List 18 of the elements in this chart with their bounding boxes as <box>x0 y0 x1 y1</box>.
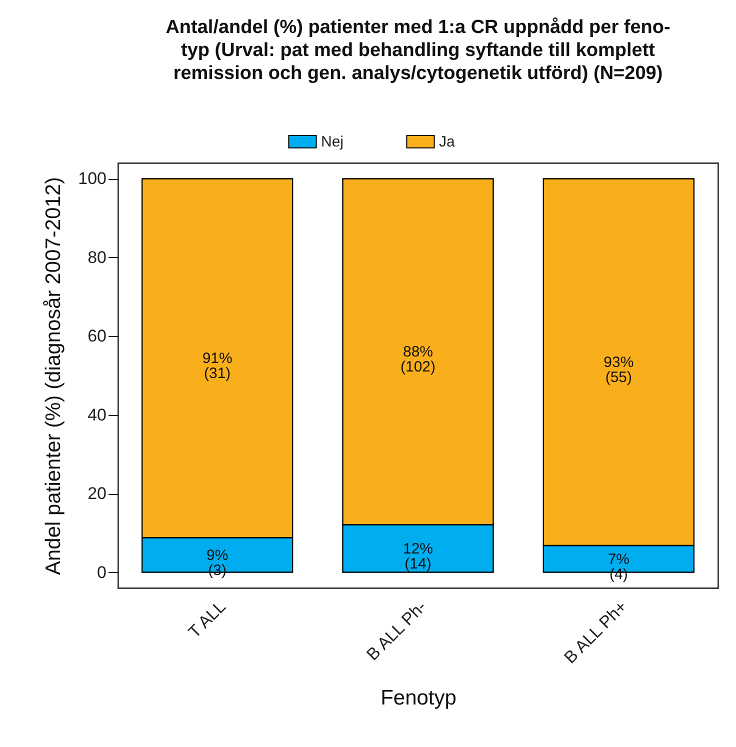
chart-title: Antal/andel (%) patienter med 1:a CR uppnådd per feno- typ (Urval: pat med behandling syftande till komplett remission och gen. analys/cytogenetik utförd) (N=209) <box>166 17 670 84</box>
x-tick-label: B ALL Ph+ <box>560 597 631 668</box>
y-tick-label: 40 <box>88 405 106 424</box>
data-label: 93% (55) <box>604 354 634 386</box>
data-label: 88% (102) <box>400 344 436 376</box>
x-tick-label: B ALL Ph- <box>362 597 430 664</box>
y-tick-label: 80 <box>88 248 106 267</box>
x-axis-title: Fenotyp <box>380 686 456 710</box>
y-tick-label: 0 <box>97 562 106 582</box>
data-label: 12% (14) <box>402 540 434 572</box>
y-tick-label: 20 <box>88 484 106 504</box>
x-tick-label: T ALL <box>184 597 230 642</box>
y-tick-label: 100 <box>78 169 106 188</box>
data-label: 91% (31) <box>202 350 232 382</box>
legend-label: Ja <box>439 134 456 151</box>
legend-label: Nej <box>321 134 344 151</box>
y-tick-label: 60 <box>88 326 106 346</box>
y-axis-title: Andel patienter (%) (diagnosår 2007-2012) <box>42 176 66 576</box>
